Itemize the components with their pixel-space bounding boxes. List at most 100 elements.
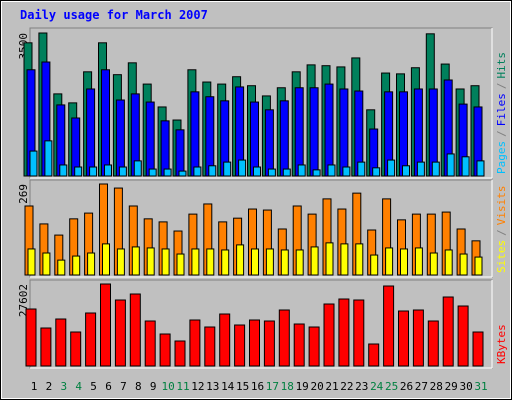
x-tick-label: 27 <box>415 380 428 393</box>
bar <box>412 309 424 367</box>
x-tick-label: 16 <box>251 380 264 393</box>
bar <box>309 87 319 177</box>
x-tick-label: 28 <box>430 380 443 393</box>
legend-entry: Hits <box>495 52 508 79</box>
bar <box>368 343 380 367</box>
bar <box>59 164 68 177</box>
bar <box>427 320 439 367</box>
bar <box>472 331 484 367</box>
bar <box>129 293 141 367</box>
bar <box>74 166 83 177</box>
x-tick-label: 9 <box>150 380 157 393</box>
bar <box>161 248 170 276</box>
x-tick-label: 23 <box>355 380 368 393</box>
bar <box>308 326 320 367</box>
x-tick-label: 17 <box>266 380 279 393</box>
x-tick-label: 30 <box>459 380 472 393</box>
bar <box>338 298 350 367</box>
bar <box>295 249 304 276</box>
bar <box>42 252 51 276</box>
bar <box>398 310 409 367</box>
bar <box>264 109 274 177</box>
bar <box>279 100 289 177</box>
bar <box>190 91 200 177</box>
x-tick-label: 22 <box>340 380 353 393</box>
x-tick-label: 14 <box>221 380 235 393</box>
x-tick-label: 2 <box>46 380 53 393</box>
bar <box>325 242 334 276</box>
bar <box>282 168 291 177</box>
bar <box>219 313 231 367</box>
y-tick-label: 269 <box>17 184 30 204</box>
x-tick-label: 31 <box>474 380 487 393</box>
x-tick-label: 24 <box>370 380 384 393</box>
bar <box>416 161 425 177</box>
legend: Pages / Files / Hits <box>495 52 508 174</box>
bar <box>429 252 438 276</box>
x-tick-label: 19 <box>296 380 309 393</box>
bar <box>40 327 52 367</box>
bar <box>57 259 66 276</box>
bar <box>267 168 276 177</box>
bar <box>387 159 396 177</box>
bar <box>446 153 455 177</box>
bar <box>206 248 215 276</box>
bar <box>400 248 408 276</box>
bar <box>86 88 96 177</box>
bar <box>251 248 259 276</box>
bar <box>327 164 336 177</box>
bar <box>221 249 230 276</box>
bar <box>101 69 110 177</box>
bar <box>324 83 334 177</box>
x-tick-label: 21 <box>325 380 338 393</box>
bar <box>160 120 170 177</box>
legend-entry: Files <box>495 93 508 126</box>
bar <box>431 161 440 177</box>
bar <box>178 170 187 177</box>
bar <box>89 166 98 177</box>
bar <box>342 166 351 177</box>
bar <box>357 161 366 177</box>
bar <box>175 129 185 177</box>
bar <box>102 243 110 276</box>
bar <box>402 165 410 177</box>
bar <box>159 333 171 367</box>
bar <box>340 243 349 276</box>
bar <box>383 285 395 367</box>
x-tick-label: 3 <box>60 380 67 393</box>
bar <box>27 248 36 276</box>
x-tick-label: 25 <box>385 380 398 393</box>
x-tick-label: 8 <box>135 380 142 393</box>
legend: KBytes <box>495 324 508 364</box>
bar <box>355 243 364 276</box>
bar <box>339 88 349 177</box>
bar <box>29 150 38 177</box>
x-tick-label: 7 <box>120 380 127 393</box>
bar <box>55 318 67 367</box>
bar <box>236 244 245 276</box>
bar <box>323 303 335 367</box>
bar <box>310 246 319 276</box>
bar <box>459 253 468 276</box>
legend-entry: KBytes <box>495 324 508 364</box>
bar <box>85 312 97 367</box>
bar <box>193 166 202 177</box>
bar <box>444 249 453 276</box>
x-tick-label: 6 <box>105 380 112 393</box>
bar <box>174 340 186 367</box>
bar <box>297 164 306 177</box>
bar <box>44 140 53 177</box>
bar <box>293 323 305 367</box>
x-tick-label: 4 <box>75 380 82 393</box>
legend: Sites / Visits <box>495 186 508 274</box>
bar <box>461 156 470 177</box>
bar <box>131 246 140 276</box>
bar <box>442 296 454 367</box>
bar <box>146 247 155 276</box>
bar <box>372 167 381 177</box>
bar <box>474 256 483 276</box>
bar <box>148 168 157 177</box>
